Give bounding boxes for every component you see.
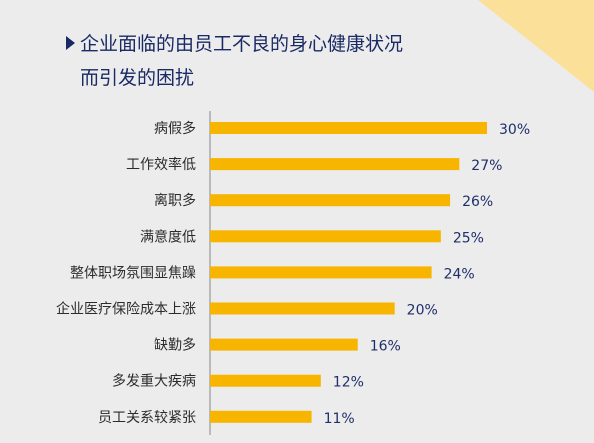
chart-title-line-1: 企业面临的由员工不良的身心健康状况 [80,33,403,55]
value-label: 27% [471,158,502,174]
bar [210,158,460,171]
chart-title-line-2: 而引发的困扰 [80,67,194,89]
category-label: 多发重大疾病 [112,373,196,390]
bar [210,194,451,207]
bar [210,266,432,279]
value-label: 11% [324,411,355,427]
corner-accent [478,0,594,92]
value-label: 30% [499,122,530,138]
category-label: 病假多 [154,120,196,137]
value-label: 25% [453,230,484,246]
bar [210,230,441,243]
category-label: 离职多 [154,192,196,209]
category-label: 企业医疗保险成本上涨 [56,301,196,318]
value-label: 24% [444,266,475,282]
category-label: 缺勤多 [154,337,196,354]
bars-group: 病假多 30% 工作效率低 27% 离职多 26% 满意度低 25% 整体职场氛围显焦躁 24% 企… [56,120,530,427]
bar [210,410,312,423]
bar [210,374,321,387]
category-label: 满意度低 [140,228,196,245]
value-label: 16% [370,339,401,355]
category-label: 整体职场氛围显焦躁 [70,265,196,281]
value-label: 26% [462,194,493,210]
bar [210,122,487,134]
triangle-right-icon [66,36,75,50]
value-label: 20% [407,303,438,319]
category-label: 工作效率低 [126,156,196,173]
bar [210,302,395,315]
category-label: 员工关系较紧张 [98,410,196,426]
bar [210,338,358,351]
value-label: 12% [333,375,364,391]
